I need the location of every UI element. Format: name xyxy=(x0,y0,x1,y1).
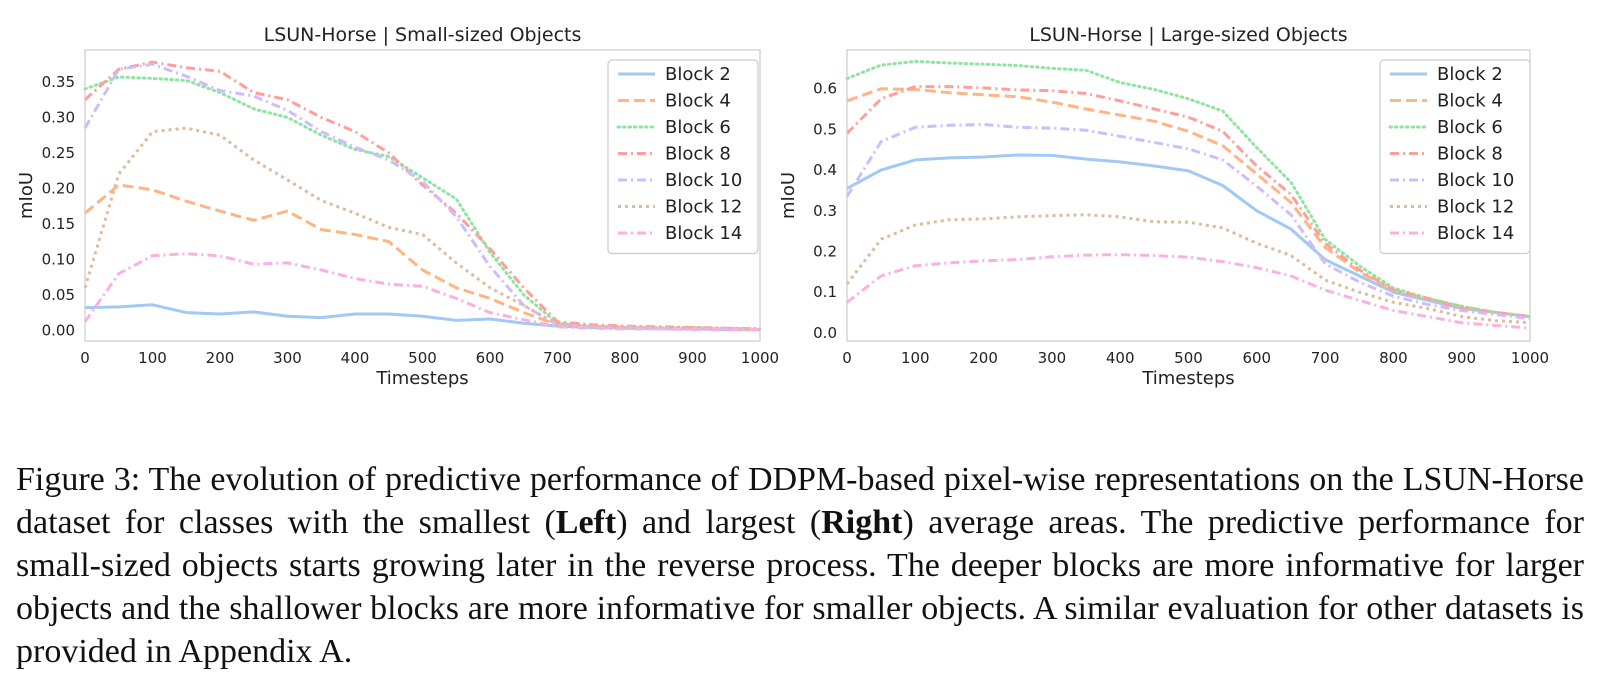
legend-label: Block 10 xyxy=(1437,170,1514,191)
legend-label: Block 2 xyxy=(1437,64,1503,85)
series-line-block-6 xyxy=(845,59,1532,319)
y-axis-label: mIoU xyxy=(778,172,799,219)
x-tick-label: 900 xyxy=(678,349,707,367)
y-tick-label: 0.00 xyxy=(42,321,75,339)
y-tick-label: 0.2 xyxy=(813,242,837,260)
figure-canvas: LSUN-Horse | Small-sized Objects 0 100 200 3… xyxy=(16,24,1549,389)
series-line-block-4 xyxy=(846,87,1531,319)
y-tick-label: 0.0 xyxy=(813,324,837,342)
y-tick-label: 0.25 xyxy=(42,144,75,162)
caption-bold-right: Right xyxy=(821,504,903,541)
x-tick-label: 600 xyxy=(1242,349,1271,367)
legend-label: Block 10 xyxy=(665,170,742,191)
x-tick-label: 300 xyxy=(1038,349,1067,367)
y-tick-label: 0.30 xyxy=(42,108,75,126)
y-tick-label: 0.6 xyxy=(813,80,837,98)
legend-label: Block 2 xyxy=(665,64,731,85)
x-tick-label: 1000 xyxy=(1511,349,1549,367)
legend-label: Block 8 xyxy=(1437,144,1503,165)
x-tick-label: 300 xyxy=(273,349,302,367)
series-line-block-14 xyxy=(846,253,1531,330)
x-tick-label: 0 xyxy=(842,349,852,367)
legend-label: Block 12 xyxy=(665,197,742,218)
series-line-block-10 xyxy=(845,123,1531,321)
plot-frame xyxy=(84,49,761,342)
series-line-block-6 xyxy=(83,75,762,331)
x-axis-label: Timesteps xyxy=(1141,368,1234,389)
caption-label: Figure 3: xyxy=(16,461,141,498)
y-tick-label: 0.35 xyxy=(42,73,75,91)
chart-large-objects: LSUN-Horse | Large-sized Objects 0 100 200 3… xyxy=(778,24,1549,389)
x-tick-label: 900 xyxy=(1447,349,1476,367)
legend-label: Block 8 xyxy=(665,144,731,165)
legend-label: Block 4 xyxy=(665,91,731,112)
x-tick-label: 100 xyxy=(901,349,930,367)
chart-small-objects: LSUN-Horse | Small-sized Objects 0 100 200 3… xyxy=(16,24,779,389)
y-tick-label: 0.10 xyxy=(42,250,75,268)
x-tick-label: 600 xyxy=(476,349,505,367)
x-tick-label: 200 xyxy=(206,349,235,367)
legend: Block 2 Block 4 Block 6 Block 8 Block 10 Bloc… xyxy=(1379,59,1531,255)
y-axis-label: mIoU xyxy=(16,172,37,219)
x-tick-label: 1000 xyxy=(741,349,779,367)
x-tick-label: 400 xyxy=(1106,349,1135,367)
caption-text-1: The evolution of predictive performance … xyxy=(16,461,1585,541)
x-tick-label: 200 xyxy=(969,349,998,367)
legend-label: Block 12 xyxy=(1437,197,1514,218)
x-tick-label: 500 xyxy=(1174,349,1203,367)
legend-box xyxy=(1379,59,1531,255)
x-tick-label: 0 xyxy=(80,349,90,367)
x-tick-label: 400 xyxy=(341,349,370,367)
x-tick-label: 500 xyxy=(408,349,437,367)
y-tick-label: 0.3 xyxy=(813,202,837,220)
x-tick-label: 800 xyxy=(1379,349,1408,367)
series-line-block-4 xyxy=(84,183,761,332)
x-tick-label: 100 xyxy=(138,349,167,367)
chart-title: LSUN-Horse | Small-sized Objects xyxy=(264,24,582,46)
legend-label: Block 6 xyxy=(1437,117,1503,138)
x-tick-label: 700 xyxy=(543,349,572,367)
legend-box xyxy=(607,59,759,255)
series-line-block-2 xyxy=(846,153,1531,319)
x-axis-label: Timesteps xyxy=(375,368,468,389)
legend-label: Block 14 xyxy=(1437,223,1514,244)
legend-label: Block 6 xyxy=(665,117,731,138)
y-tick-label: 0.1 xyxy=(813,283,837,301)
series-line-block-8 xyxy=(845,85,1531,319)
chart-title: LSUN-Horse | Large-sized Objects xyxy=(1029,24,1347,46)
caption-text-2: ) and largest ( xyxy=(616,504,822,541)
legend: Block 2 Block 4 Block 6 Block 8 Block 10 Bloc… xyxy=(607,59,759,255)
y-tick-label: 0.15 xyxy=(42,215,75,233)
x-tick-label: 800 xyxy=(611,349,640,367)
y-tick-label: 0.4 xyxy=(813,161,837,179)
legend-label: Block 14 xyxy=(665,223,742,244)
legend-label: Block 4 xyxy=(1437,91,1503,112)
caption-bold-left: Left xyxy=(555,504,617,541)
series-line-block-2 xyxy=(84,303,760,332)
figure-caption: Figure 3: The evolution of predictive pe… xyxy=(16,458,1584,673)
y-tick-label: 0.5 xyxy=(813,120,837,138)
x-tick-label: 700 xyxy=(1311,349,1340,367)
y-tick-label: 0.05 xyxy=(42,286,75,304)
y-tick-label: 0.20 xyxy=(42,179,75,197)
series-line-block-14 xyxy=(83,252,760,332)
